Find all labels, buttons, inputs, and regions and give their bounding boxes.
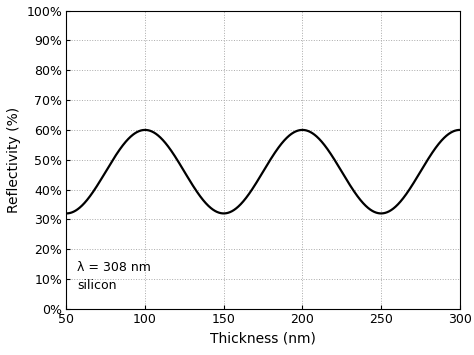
X-axis label: Thickness (nm): Thickness (nm) — [210, 332, 316, 345]
Y-axis label: Reflectivity (%): Reflectivity (%) — [7, 107, 21, 213]
Text: λ = 308 nm
silicon: λ = 308 nm silicon — [77, 261, 151, 292]
